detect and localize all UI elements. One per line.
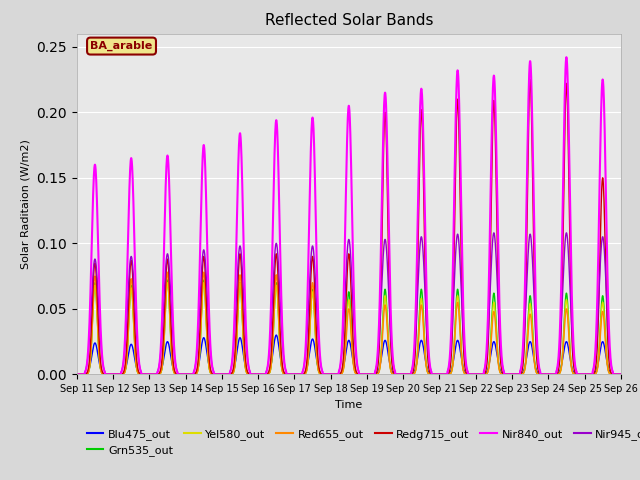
Nir945_out bbox=[548, 372, 556, 377]
Nir945_out bbox=[167, 299, 175, 305]
Redg715_out bbox=[135, 369, 143, 375]
Line: Nir840_out: Nir840_out bbox=[77, 57, 621, 374]
Yel580_out bbox=[548, 372, 556, 377]
Text: BA_arable: BA_arable bbox=[90, 41, 153, 51]
Y-axis label: Solar Raditaion (W/m2): Solar Raditaion (W/m2) bbox=[20, 139, 31, 269]
Nir945_out bbox=[73, 372, 81, 377]
Blu475_out bbox=[273, 332, 280, 338]
Blu475_out bbox=[73, 372, 81, 377]
Line: Blu475_out: Blu475_out bbox=[77, 335, 621, 374]
Redg715_out bbox=[548, 372, 556, 377]
Line: Red655_out: Red655_out bbox=[77, 272, 621, 374]
Nir840_out bbox=[548, 372, 556, 377]
Nir840_out bbox=[563, 54, 570, 60]
Nir945_out bbox=[305, 292, 313, 298]
Grn535_out bbox=[305, 341, 313, 347]
Line: Yel580_out: Yel580_out bbox=[77, 283, 621, 374]
Grn535_out bbox=[73, 372, 81, 377]
Red655_out bbox=[305, 338, 313, 344]
Red655_out bbox=[607, 371, 614, 377]
Yel580_out bbox=[305, 342, 313, 348]
Yel580_out bbox=[617, 372, 625, 377]
Redg715_out bbox=[73, 372, 81, 377]
Line: Redg715_out: Redg715_out bbox=[77, 80, 621, 374]
Grn535_out bbox=[164, 277, 172, 283]
Grn535_out bbox=[168, 347, 175, 352]
Redg715_out bbox=[167, 325, 175, 331]
Nir840_out bbox=[282, 366, 289, 372]
Blu475_out bbox=[135, 370, 143, 376]
Nir945_out bbox=[282, 366, 289, 372]
Grn535_out bbox=[548, 372, 556, 377]
Grn535_out bbox=[282, 372, 289, 377]
Red655_out bbox=[282, 372, 289, 377]
Line: Grn535_out: Grn535_out bbox=[77, 280, 621, 374]
Yel580_out bbox=[135, 371, 143, 377]
Line: Nir945_out: Nir945_out bbox=[77, 233, 621, 374]
Blu475_out bbox=[548, 372, 556, 377]
Yel580_out bbox=[164, 280, 172, 286]
Red655_out bbox=[73, 372, 81, 377]
Grn535_out bbox=[617, 372, 625, 377]
Redg715_out bbox=[607, 368, 614, 373]
Red655_out bbox=[135, 371, 143, 377]
Red655_out bbox=[168, 344, 175, 350]
Blu475_out bbox=[167, 355, 175, 361]
Nir840_out bbox=[305, 229, 313, 235]
Red655_out bbox=[617, 372, 625, 377]
Legend: Blu475_out, Grn535_out, Yel580_out, Red655_out, Redg715_out, Nir840_out, Nir945_: Blu475_out, Grn535_out, Yel580_out, Red6… bbox=[83, 424, 640, 460]
Nir945_out bbox=[563, 230, 570, 236]
Redg715_out bbox=[305, 321, 313, 327]
Blu475_out bbox=[617, 372, 625, 377]
Redg715_out bbox=[282, 371, 289, 377]
Blu475_out bbox=[282, 371, 289, 377]
Nir945_out bbox=[135, 359, 143, 364]
Nir840_out bbox=[607, 352, 614, 358]
Red655_out bbox=[164, 269, 172, 275]
Yel580_out bbox=[607, 371, 614, 377]
Nir945_out bbox=[617, 372, 625, 377]
Blu475_out bbox=[607, 370, 614, 376]
Grn535_out bbox=[135, 371, 143, 377]
Nir840_out bbox=[73, 372, 81, 377]
Grn535_out bbox=[607, 371, 614, 377]
Nir945_out bbox=[607, 356, 614, 362]
Red655_out bbox=[548, 372, 556, 377]
Redg715_out bbox=[617, 372, 625, 377]
Yel580_out bbox=[282, 372, 289, 377]
Nir840_out bbox=[167, 255, 175, 261]
Title: Reflected Solar Bands: Reflected Solar Bands bbox=[264, 13, 433, 28]
X-axis label: Time: Time bbox=[335, 400, 362, 409]
Yel580_out bbox=[73, 372, 81, 377]
Blu475_out bbox=[305, 352, 313, 358]
Nir840_out bbox=[617, 372, 625, 377]
Redg715_out bbox=[526, 77, 534, 83]
Yel580_out bbox=[168, 347, 175, 353]
Nir840_out bbox=[135, 358, 143, 363]
